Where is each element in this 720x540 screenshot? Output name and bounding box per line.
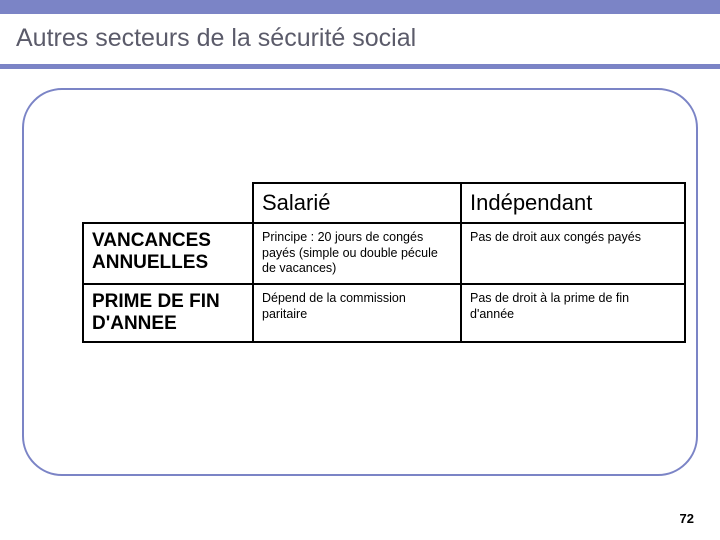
row-header: PRIME DE FIN D'ANNEE: [83, 284, 253, 342]
table-header-row: Salarié Indépendant: [83, 183, 685, 223]
table-row: VANCANCES ANNUELLES Principe : 20 jours …: [83, 223, 685, 284]
top-accent-band: [0, 0, 720, 14]
table-cell: Dépend de la commission paritaire: [253, 284, 461, 342]
page-number: 72: [680, 511, 694, 526]
title-underline: [0, 64, 720, 69]
table-cell: Pas de droit à la prime de fin d'année: [461, 284, 685, 342]
row-header: VANCANCES ANNUELLES: [83, 223, 253, 284]
page-title: Autres secteurs de la sécurité social: [16, 24, 416, 53]
column-header: Indépendant: [461, 183, 685, 223]
column-header: Salarié: [253, 183, 461, 223]
table-row: PRIME DE FIN D'ANNEE Dépend de la commis…: [83, 284, 685, 342]
table-corner-empty: [83, 183, 253, 223]
comparison-table: Salarié Indépendant VANCANCES ANNUELLES …: [82, 182, 686, 343]
table-cell: Principe : 20 jours de congés payés (sim…: [253, 223, 461, 284]
table-cell: Pas de droit aux congés payés: [461, 223, 685, 284]
